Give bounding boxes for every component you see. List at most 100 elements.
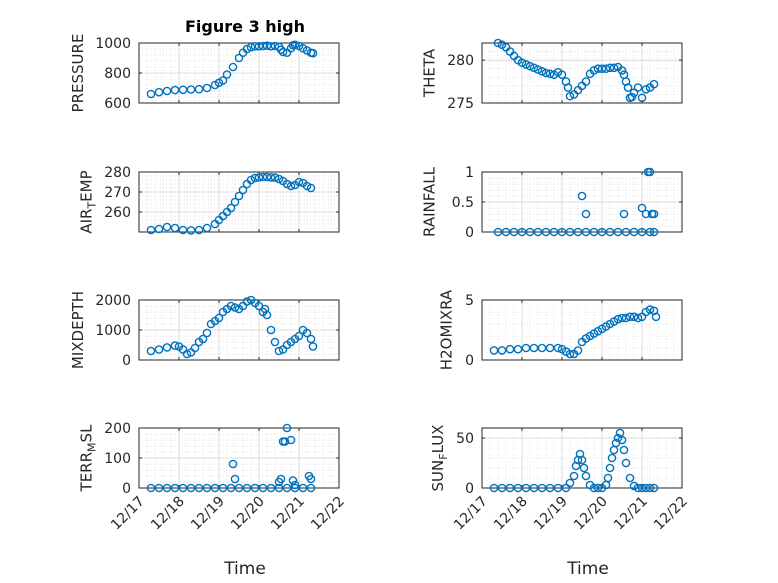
- data-point: [637, 203, 647, 213]
- data-point: [146, 225, 156, 235]
- subplot-rainfall: 0 0.5 1 RAINFALL: [421, 165, 683, 241]
- data-point: [146, 89, 156, 99]
- data-point: [565, 349, 575, 359]
- data-point: [162, 86, 172, 96]
- data-point: [553, 483, 563, 493]
- subplot-air-temp: 260 270 280 AIRTEMP: [78, 165, 340, 235]
- data-point: [258, 483, 268, 493]
- y-axis-label: MIXDEPTH: [69, 291, 87, 369]
- data-point: [154, 483, 164, 493]
- data-point: [529, 63, 539, 73]
- data-point: [621, 227, 631, 237]
- data-point: [226, 301, 236, 311]
- data-point: [553, 343, 563, 353]
- data-point: [286, 435, 296, 445]
- data-point: [146, 346, 156, 356]
- data-point: [589, 483, 599, 493]
- data-point: [210, 483, 220, 493]
- data-point: [529, 483, 539, 493]
- data-point: [521, 60, 531, 69]
- y-axis-label: THETA: [421, 48, 439, 98]
- data-point: [230, 303, 240, 312]
- data-point: [533, 65, 543, 74]
- data-point: [609, 63, 619, 73]
- subplot-sun-flux: 0 50 12/17 12/18 12/19 12/20 12/21 12/22 SUNFLUX: [429, 425, 691, 534]
- data-point: [613, 227, 623, 237]
- data-point: [182, 349, 192, 359]
- data-point: [493, 227, 503, 237]
- data-point: [274, 174, 284, 184]
- y-tick-label: 600: [104, 96, 131, 112]
- data-point: [581, 227, 591, 237]
- data-point: [234, 483, 244, 493]
- data-point: [525, 61, 535, 71]
- data-point: [649, 227, 659, 237]
- data-point: [218, 483, 228, 493]
- data-point: [629, 481, 639, 491]
- x-tick-label: 12/17: [108, 494, 148, 534]
- data-point: [573, 85, 583, 95]
- data-point: [202, 83, 212, 93]
- subplot-theta: 275 280 THETA: [421, 38, 683, 112]
- data-point: [621, 458, 631, 468]
- data-point: [629, 312, 639, 322]
- data-point: [302, 181, 312, 191]
- data-point: [645, 483, 655, 493]
- data-point: [294, 331, 304, 341]
- data-point: [541, 227, 551, 237]
- data-point: [625, 473, 635, 483]
- data-point: [537, 343, 547, 353]
- y-tick-label: 0: [465, 353, 474, 369]
- y-tick-label: 0: [122, 353, 131, 369]
- data-point: [505, 344, 515, 354]
- data-point: [577, 191, 587, 201]
- data-point: [178, 225, 188, 235]
- data-point: [569, 471, 579, 481]
- y-tick-label: 50: [456, 431, 474, 447]
- data-point: [617, 435, 627, 445]
- data-point: [489, 483, 499, 493]
- data-point: [513, 344, 523, 354]
- data-point: [290, 480, 300, 490]
- data-point: [613, 433, 623, 443]
- data-point: [497, 483, 507, 493]
- data-point: [629, 227, 639, 237]
- data-point: [254, 42, 264, 51]
- data-point: [226, 203, 236, 213]
- data-point: [529, 343, 539, 353]
- x-axis-label-left: Time: [223, 559, 266, 579]
- data-point: [302, 328, 312, 338]
- data-point: [250, 173, 260, 183]
- axes-box: [481, 427, 683, 489]
- data-point: [190, 343, 200, 353]
- data-point: [593, 483, 603, 493]
- x-tick-label: 12/17: [451, 494, 491, 534]
- data-point: [579, 463, 589, 473]
- data-point: [228, 62, 238, 72]
- data-point: [266, 42, 276, 51]
- data-point: [308, 48, 318, 58]
- data-point: [593, 64, 603, 74]
- data-point: [627, 92, 637, 102]
- y-axis-label: PRESSURE: [69, 34, 87, 113]
- x-tick-label: 12/18: [491, 494, 531, 534]
- data-point: [581, 209, 591, 219]
- data-point: [521, 483, 531, 493]
- data-point: [517, 227, 527, 237]
- data-point: [194, 225, 204, 235]
- data-point: [262, 41, 272, 51]
- data-point: [497, 346, 507, 355]
- data-point: [234, 191, 244, 201]
- data-point: [170, 341, 180, 350]
- data-point: [290, 483, 300, 493]
- y-tick-label: 270: [104, 185, 131, 201]
- data-point: [645, 305, 655, 314]
- data-point: [242, 483, 252, 493]
- data-point: [537, 483, 547, 493]
- data-point: [565, 227, 575, 237]
- data-point: [601, 64, 611, 74]
- y-tick-label: 275: [447, 96, 474, 112]
- data-point: [242, 44, 252, 54]
- data-point: [258, 41, 268, 51]
- data-point: [228, 459, 238, 469]
